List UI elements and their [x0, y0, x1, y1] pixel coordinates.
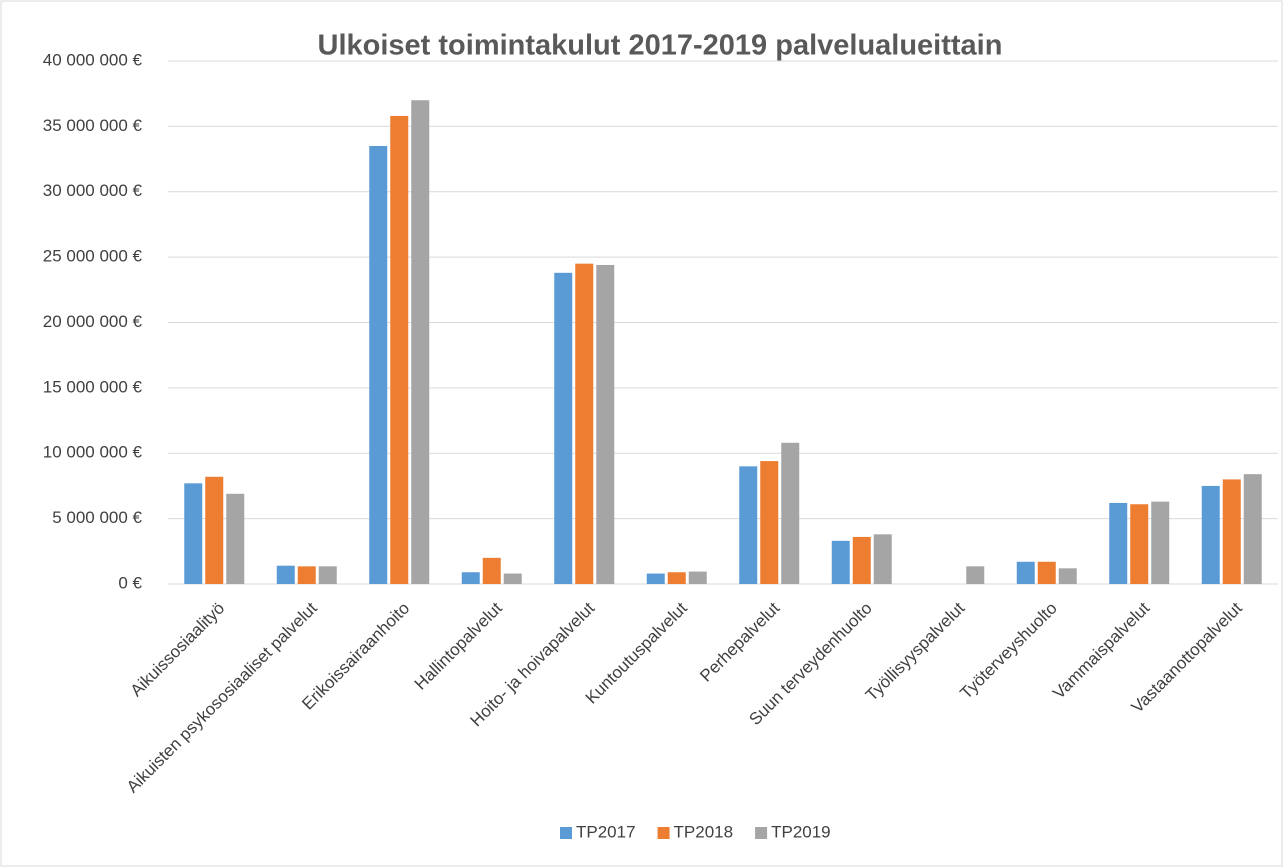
- y-tick-label: 0 €: [118, 573, 142, 592]
- bar: [1151, 501, 1170, 584]
- chart-title: Ulkoiset toimintakulut 2017-2019 palvelu…: [318, 30, 1003, 62]
- bar: [503, 573, 522, 584]
- bar: [411, 100, 430, 584]
- legend-swatch: [755, 827, 768, 839]
- bar: [688, 571, 707, 584]
- bar: [276, 565, 295, 584]
- bar: [226, 493, 245, 584]
- bar: [1109, 502, 1128, 584]
- y-tick-label: 5 000 000 €: [52, 508, 142, 527]
- y-tick-label: 25 000 000 €: [43, 247, 143, 266]
- bar: [575, 263, 594, 584]
- legend-swatch: [657, 827, 670, 839]
- bar: [1201, 485, 1220, 584]
- bar: [1130, 504, 1149, 584]
- legend-label: TP2018: [674, 822, 734, 841]
- bar: [390, 115, 409, 584]
- y-tick-label: 20 000 000 €: [43, 312, 143, 331]
- legend-swatch: [560, 827, 572, 839]
- bar: [966, 566, 985, 584]
- bar: [831, 540, 850, 584]
- legend-label: TP2017: [576, 822, 636, 841]
- bar: [297, 566, 316, 584]
- bar: [184, 483, 203, 584]
- bar: [205, 476, 224, 584]
- y-tick-label: 15 000 000 €: [43, 377, 143, 396]
- legend-label: TP2019: [771, 822, 831, 841]
- y-tick-label: 35 000 000 €: [43, 116, 143, 135]
- y-tick-label: 30 000 000 €: [43, 181, 143, 200]
- bar: [461, 572, 480, 584]
- bar: [482, 557, 501, 584]
- bar: [318, 566, 337, 584]
- bar: [1243, 474, 1262, 584]
- bar: [852, 536, 871, 584]
- bar: [1058, 568, 1077, 584]
- bar: [781, 442, 800, 584]
- y-tick-label: 40 000 000 €: [43, 50, 143, 69]
- bar: [646, 573, 665, 584]
- bar: [369, 145, 388, 585]
- bar: [1222, 479, 1241, 584]
- bar: [596, 264, 615, 584]
- bar: [1037, 561, 1056, 584]
- bar: [1016, 561, 1035, 584]
- y-tick-label: 10 000 000 €: [43, 443, 143, 462]
- bar: [667, 572, 686, 584]
- bar: [554, 272, 573, 584]
- bar: [873, 534, 892, 584]
- bar: [760, 461, 779, 584]
- bar: [739, 466, 758, 584]
